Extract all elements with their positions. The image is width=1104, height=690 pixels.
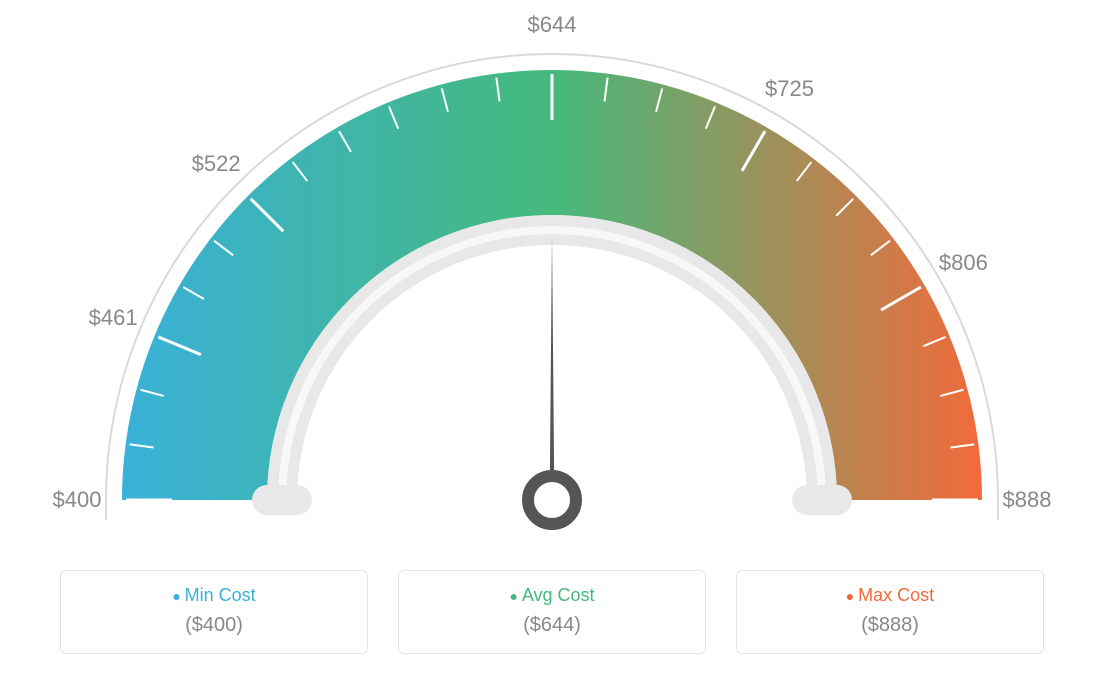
- legend-min-value: ($400): [61, 614, 367, 637]
- gauge-tick-label: $461: [89, 305, 138, 331]
- legend-min-box: Min Cost ($400): [60, 570, 368, 654]
- legend-avg-value: ($644): [399, 614, 705, 637]
- gauge-tick-label: $644: [528, 12, 577, 38]
- legend-avg-label: Avg Cost: [399, 585, 705, 606]
- legend-avg-box: Avg Cost ($644): [398, 570, 706, 654]
- legend-max-label: Max Cost: [737, 585, 1043, 606]
- legend-min-label: Min Cost: [61, 585, 367, 606]
- legend-max-value: ($888): [737, 614, 1043, 637]
- cost-gauge-chart: $400 $461 $522 $644 $725 $806 $888: [0, 0, 1104, 560]
- gauge-tick-label: $888: [1003, 487, 1052, 513]
- legend-row: Min Cost ($400) Avg Cost ($644) Max Cost…: [0, 570, 1104, 654]
- gauge-tick-label: $725: [765, 76, 814, 102]
- gauge-tick-label: $522: [192, 151, 241, 177]
- gauge-svg: [0, 0, 1104, 560]
- legend-max-box: Max Cost ($888): [736, 570, 1044, 654]
- gauge-tick-label: $806: [939, 250, 988, 276]
- gauge-tick-label: $400: [53, 487, 102, 513]
